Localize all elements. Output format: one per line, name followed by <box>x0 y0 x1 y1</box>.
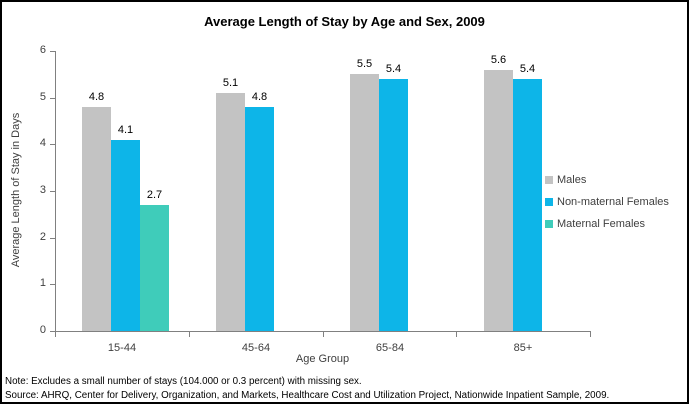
x-axis-title: Age Group <box>295 353 350 365</box>
bar-value-label: 4.1 <box>117 124 134 136</box>
bar-non-maternal-females-85+ <box>513 79 542 331</box>
bar-males-85+ <box>484 70 513 331</box>
bar-males-45-64 <box>216 93 245 331</box>
maternal-females-series-swatch <box>545 220 553 228</box>
bar-value-label: 5.6 <box>490 54 507 66</box>
footnotes: Note: Excludes a small number of stays (… <box>5 375 685 402</box>
legend-label: Males <box>557 174 587 186</box>
x-tick-label: 65-84 <box>375 342 405 354</box>
bar-value-label: 5.5 <box>356 58 373 70</box>
legend-item-males: Males <box>545 169 669 191</box>
bar-value-label: 4.8 <box>88 91 105 103</box>
bar-males-65-84 <box>350 74 379 331</box>
legend-item-non-maternal-females: Non-maternal Females <box>545 191 669 213</box>
y-tick-label: 6 <box>39 44 46 56</box>
y-axis-tick <box>50 331 55 332</box>
y-tick-label: 4 <box>39 137 46 149</box>
bar-value-label: 4.8 <box>251 91 268 103</box>
y-axis-tick <box>50 284 55 285</box>
y-tick-label: 0 <box>39 324 46 336</box>
bar-non-maternal-females-45-64 <box>245 107 274 331</box>
chart-title: Average Length of Stay by Age and Sex, 2… <box>204 14 485 29</box>
y-axis-tick <box>50 144 55 145</box>
x-axis-tick <box>55 332 56 337</box>
bar-males-15-44 <box>82 107 111 331</box>
bar-value-label: 2.7 <box>146 189 163 201</box>
legend-label: Maternal Females <box>557 218 646 230</box>
non-maternal-females-series-swatch <box>545 198 553 206</box>
y-axis-title: Average Length of Stay in Days <box>10 112 22 268</box>
legend-label: Non-maternal Females <box>557 196 669 208</box>
y-axis-line <box>55 51 56 332</box>
y-tick-label: 3 <box>39 184 46 196</box>
x-tick-label: 85+ <box>513 342 533 354</box>
x-tick-label: 45-64 <box>241 342 271 354</box>
x-axis-tick <box>456 332 457 337</box>
bar-value-label: 5.4 <box>519 63 536 75</box>
source-line: Source: AHRQ, Center for Delivery, Organ… <box>5 389 610 401</box>
bar-maternal-females-15-44 <box>140 205 169 331</box>
x-axis-tick <box>323 332 324 337</box>
x-axis-line <box>55 331 591 332</box>
males-series-swatch <box>545 176 553 184</box>
x-tick-label: 15-44 <box>107 342 137 354</box>
legend-item-maternal-females: Maternal Females <box>545 213 669 235</box>
bar-non-maternal-females-65-84 <box>379 79 408 331</box>
bar-value-label: 5.4 <box>385 63 402 75</box>
bar-value-label: 5.1 <box>222 77 239 89</box>
note-line: Note: Excludes a small number of stays (… <box>5 376 362 387</box>
legend: Males Non-maternal Females Maternal Fema… <box>545 169 669 235</box>
y-tick-label: 5 <box>39 91 46 103</box>
y-axis-tick <box>50 191 55 192</box>
x-axis-tick <box>189 332 190 337</box>
y-axis-tick <box>50 98 55 99</box>
y-tick-label: 2 <box>39 231 46 243</box>
bar-non-maternal-females-15-44 <box>111 140 140 331</box>
y-axis-tick <box>50 51 55 52</box>
y-axis-tick <box>50 238 55 239</box>
x-axis-tick <box>590 332 591 337</box>
y-tick-label: 1 <box>39 277 46 289</box>
